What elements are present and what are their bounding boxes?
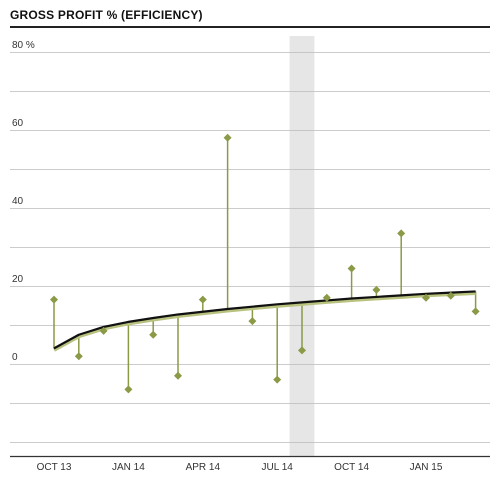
title-rule	[10, 26, 490, 28]
data-point-marker	[322, 293, 331, 302]
y-tick-label: 80 %	[12, 40, 35, 51]
data-point-marker	[471, 307, 480, 316]
x-tick-label: JUL 14	[262, 462, 294, 473]
highlight-band	[289, 36, 315, 456]
trend-line-shadow	[53, 290, 476, 352]
data-point-marker	[248, 317, 257, 326]
x-tick-label: OCT 13	[37, 462, 72, 473]
x-tick-label: APR 14	[186, 462, 221, 473]
chart-title: GROSS PROFIT % (EFFICIENCY)	[10, 8, 203, 22]
data-point-marker	[149, 330, 158, 339]
data-point-marker	[99, 326, 108, 335]
data-point-marker	[174, 371, 182, 380]
data-point-marker	[223, 133, 232, 142]
y-tick-label: 40	[12, 196, 24, 207]
x-tick-label: JAN 15	[410, 462, 443, 473]
y-tick-label: 20	[12, 274, 24, 285]
data-point-marker	[397, 229, 406, 238]
data-point-marker	[74, 352, 83, 361]
data-point-marker	[124, 385, 133, 394]
y-tick-label: 0	[12, 352, 18, 363]
trend-line	[53, 290, 476, 350]
data-point-marker	[198, 295, 207, 304]
x-tick-label: JAN 14	[112, 462, 145, 473]
x-tick-label: OCT 14	[334, 462, 369, 473]
y-tick-label: 60	[12, 118, 24, 129]
data-point-marker	[50, 295, 58, 304]
data-point-marker	[273, 375, 282, 384]
data-point-marker	[422, 293, 430, 302]
data-point-marker	[298, 346, 306, 355]
data-point-marker	[347, 264, 356, 273]
data-point-marker	[372, 285, 381, 294]
data-point-marker	[446, 291, 455, 300]
